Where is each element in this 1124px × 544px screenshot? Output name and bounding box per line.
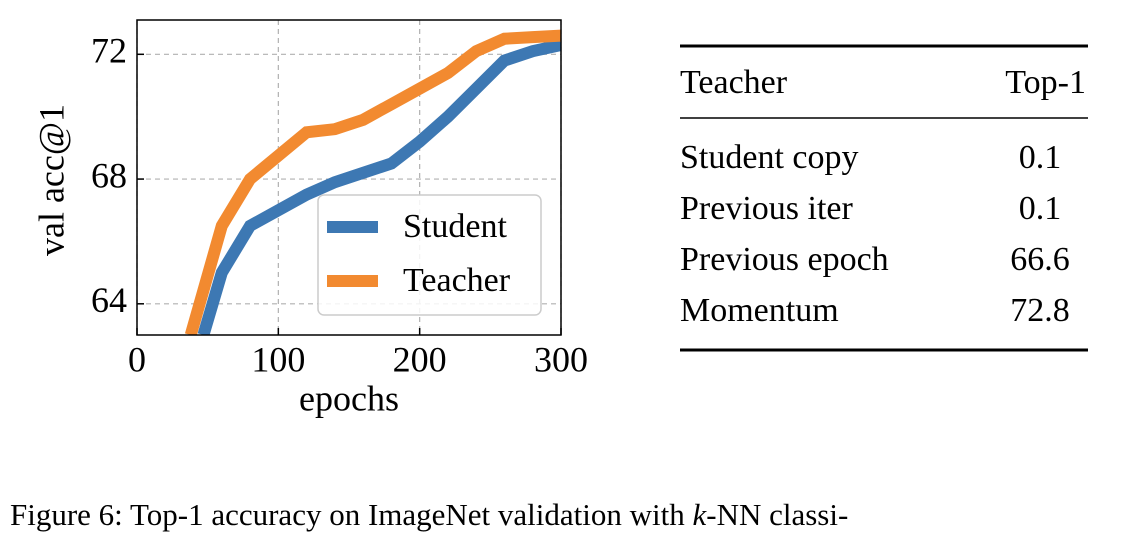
x-axis-label: epochs bbox=[299, 378, 399, 418]
caption-text: -NN classi- bbox=[706, 497, 848, 532]
y-tick-label: 68 bbox=[91, 155, 127, 195]
y-tick-label: 72 bbox=[91, 31, 127, 71]
table-cell: 0.1 bbox=[1019, 190, 1062, 227]
table-cell: Momentum bbox=[680, 292, 839, 329]
y-tick-label: 64 bbox=[91, 280, 127, 320]
plot-area bbox=[184, 29, 561, 335]
x-tick-label: 200 bbox=[393, 339, 447, 379]
caption: Figure 6: Top-1 accuracy on ImageNet val… bbox=[10, 497, 848, 532]
table-cell: 66.6 bbox=[1010, 241, 1070, 278]
x-tick-label: 0 bbox=[128, 339, 146, 379]
table-cell: Previous epoch bbox=[680, 241, 889, 278]
y-axis-label: val acc@1 bbox=[31, 104, 71, 256]
table-cell: 72.8 bbox=[1010, 292, 1070, 329]
legend-label: Student bbox=[403, 208, 507, 245]
table-cell: 0.1 bbox=[1019, 139, 1062, 176]
series-line bbox=[197, 39, 561, 335]
table-header: Teacher bbox=[680, 64, 788, 101]
table-cell: Student copy bbox=[680, 139, 858, 176]
table-cell: Previous iter bbox=[680, 190, 853, 227]
x-tick-label: 100 bbox=[251, 339, 305, 379]
series-line bbox=[184, 29, 561, 335]
caption-italic: k bbox=[693, 497, 708, 532]
plot-frame bbox=[136, 19, 562, 336]
legend-label: Teacher bbox=[403, 262, 511, 299]
x-tick-label: 300 bbox=[534, 339, 588, 379]
table-header: Top-1 bbox=[1005, 64, 1086, 101]
caption-text: Figure 6: Top-1 accuracy on ImageNet val… bbox=[10, 497, 685, 532]
